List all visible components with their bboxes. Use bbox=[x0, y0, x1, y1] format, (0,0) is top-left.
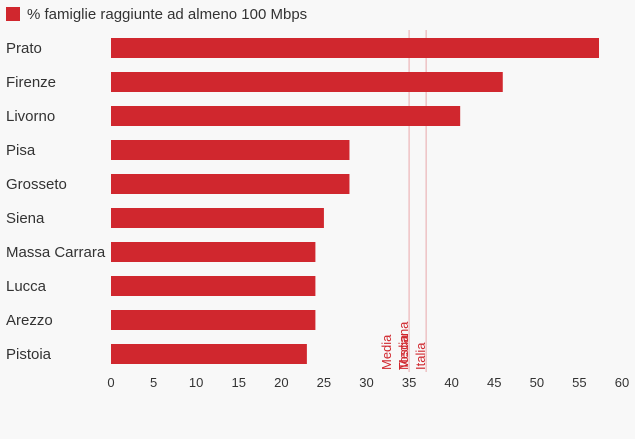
x-tick-label: 50 bbox=[530, 375, 544, 390]
category-label: Massa Carrara bbox=[6, 244, 106, 261]
category-label: Grosseto bbox=[6, 176, 67, 193]
bar bbox=[111, 242, 316, 262]
category-label: Lucca bbox=[6, 278, 47, 295]
category-label: Siena bbox=[6, 210, 45, 227]
bar bbox=[111, 106, 461, 126]
reference-line-label: Toscana bbox=[396, 321, 411, 370]
reference-line-label: Italia bbox=[413, 342, 428, 370]
x-tick-label: 60 bbox=[615, 375, 629, 390]
x-tick-label: 25 bbox=[317, 375, 331, 390]
bar bbox=[111, 140, 350, 160]
reference-line-label: Media bbox=[396, 334, 411, 370]
x-tick-label: 30 bbox=[359, 375, 373, 390]
x-tick-label: 0 bbox=[107, 375, 114, 390]
x-tick-label: 55 bbox=[572, 375, 586, 390]
bar bbox=[111, 310, 316, 330]
x-tick-label: 15 bbox=[232, 375, 246, 390]
bar bbox=[111, 72, 503, 92]
bar bbox=[111, 174, 350, 194]
x-tick-label: 45 bbox=[487, 375, 501, 390]
category-label: Firenze bbox=[6, 74, 56, 91]
legend-swatch bbox=[6, 7, 20, 21]
category-label: Pistoia bbox=[6, 346, 52, 363]
bar bbox=[111, 344, 307, 364]
x-tick-label: 40 bbox=[444, 375, 458, 390]
x-tick-label: 35 bbox=[402, 375, 416, 390]
x-tick-label: 10 bbox=[189, 375, 203, 390]
reference-line-label: Media bbox=[379, 334, 394, 370]
bar bbox=[111, 38, 600, 58]
x-tick-label: 20 bbox=[274, 375, 288, 390]
bar bbox=[111, 208, 324, 228]
category-label: Prato bbox=[6, 40, 42, 57]
legend-label: % famiglie raggiunte ad almeno 100 Mbps bbox=[27, 5, 308, 23]
bar bbox=[111, 276, 316, 296]
legend: % famiglie raggiunte ad almeno 100 Mbps bbox=[6, 4, 307, 24]
x-tick-label: 5 bbox=[150, 375, 157, 390]
category-label: Arezzo bbox=[6, 312, 53, 329]
category-label: Pisa bbox=[6, 142, 36, 159]
category-label: Livorno bbox=[6, 108, 55, 125]
